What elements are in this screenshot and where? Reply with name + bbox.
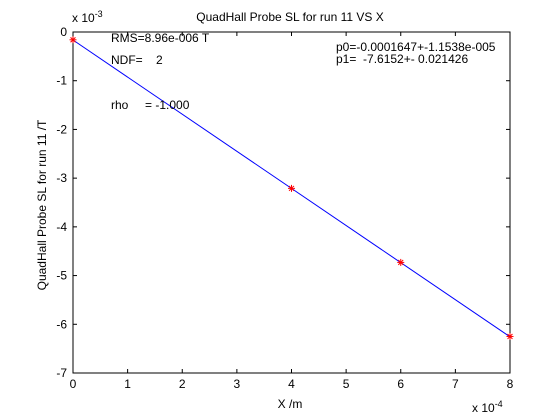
x-tick-label: 5 xyxy=(343,377,350,391)
y-tick-label: -2 xyxy=(56,122,67,136)
y-tick-label: -4 xyxy=(56,220,67,234)
x-tick-label: 2 xyxy=(179,377,186,391)
x-tick-label: 4 xyxy=(288,377,295,391)
x-axis-label: X /m xyxy=(278,397,303,411)
x-tick-label: 7 xyxy=(452,377,459,391)
y-ticks: 0 -1 -2 -3 -4 -5 -6 -7 xyxy=(56,25,510,380)
annotation-p0: p0=-0.0001647+-1.1538e-005 xyxy=(336,40,496,54)
data-point xyxy=(69,36,77,44)
annotation-rms: RMS=8.96e-006 T xyxy=(111,31,210,45)
chart-title: QuadHall Probe SL for run 11 VS X xyxy=(196,10,383,24)
marker-stroke xyxy=(70,36,76,43)
y-tick-label: -6 xyxy=(56,317,67,331)
marker-stroke xyxy=(507,333,513,340)
x-exponent-label: x 10-4 xyxy=(472,399,503,415)
x-ticks: 0 1 2 3 4 5 6 7 8 xyxy=(70,32,514,391)
x-tick-label: 8 xyxy=(507,377,514,391)
y-tick-label: -3 xyxy=(56,171,67,185)
data-point xyxy=(288,184,295,192)
y-tick-label: 0 xyxy=(60,25,67,39)
annotation-p1: p1= -7.6152+- 0.021426 xyxy=(336,52,468,66)
y-exponent-label: x 10-3 xyxy=(72,9,103,25)
annotation-ndf: NDF= 2 xyxy=(111,53,163,67)
x-tick-label: 1 xyxy=(124,377,131,391)
x-tick-label: 6 xyxy=(397,377,404,391)
marker-stroke xyxy=(288,185,295,192)
y-tick-label: -5 xyxy=(56,269,67,283)
y-axis-label: QuadHall Probe SL for run 11 /T xyxy=(35,119,49,290)
data-point xyxy=(506,332,514,340)
x-tick-label: 0 xyxy=(70,377,77,391)
plot-area: 0 1 2 3 4 5 6 7 8 0 -1 -2 -3 -4 -5 -6 -7 xyxy=(56,25,513,391)
y-tick-label: -7 xyxy=(56,366,67,380)
y-tick-label: -1 xyxy=(56,74,67,88)
annotation-rho: rho = -1.000 xyxy=(111,98,190,112)
data-point xyxy=(397,258,405,266)
x-tick-label: 3 xyxy=(234,377,241,391)
marker-stroke xyxy=(397,259,404,266)
data-points-layer xyxy=(69,36,514,340)
